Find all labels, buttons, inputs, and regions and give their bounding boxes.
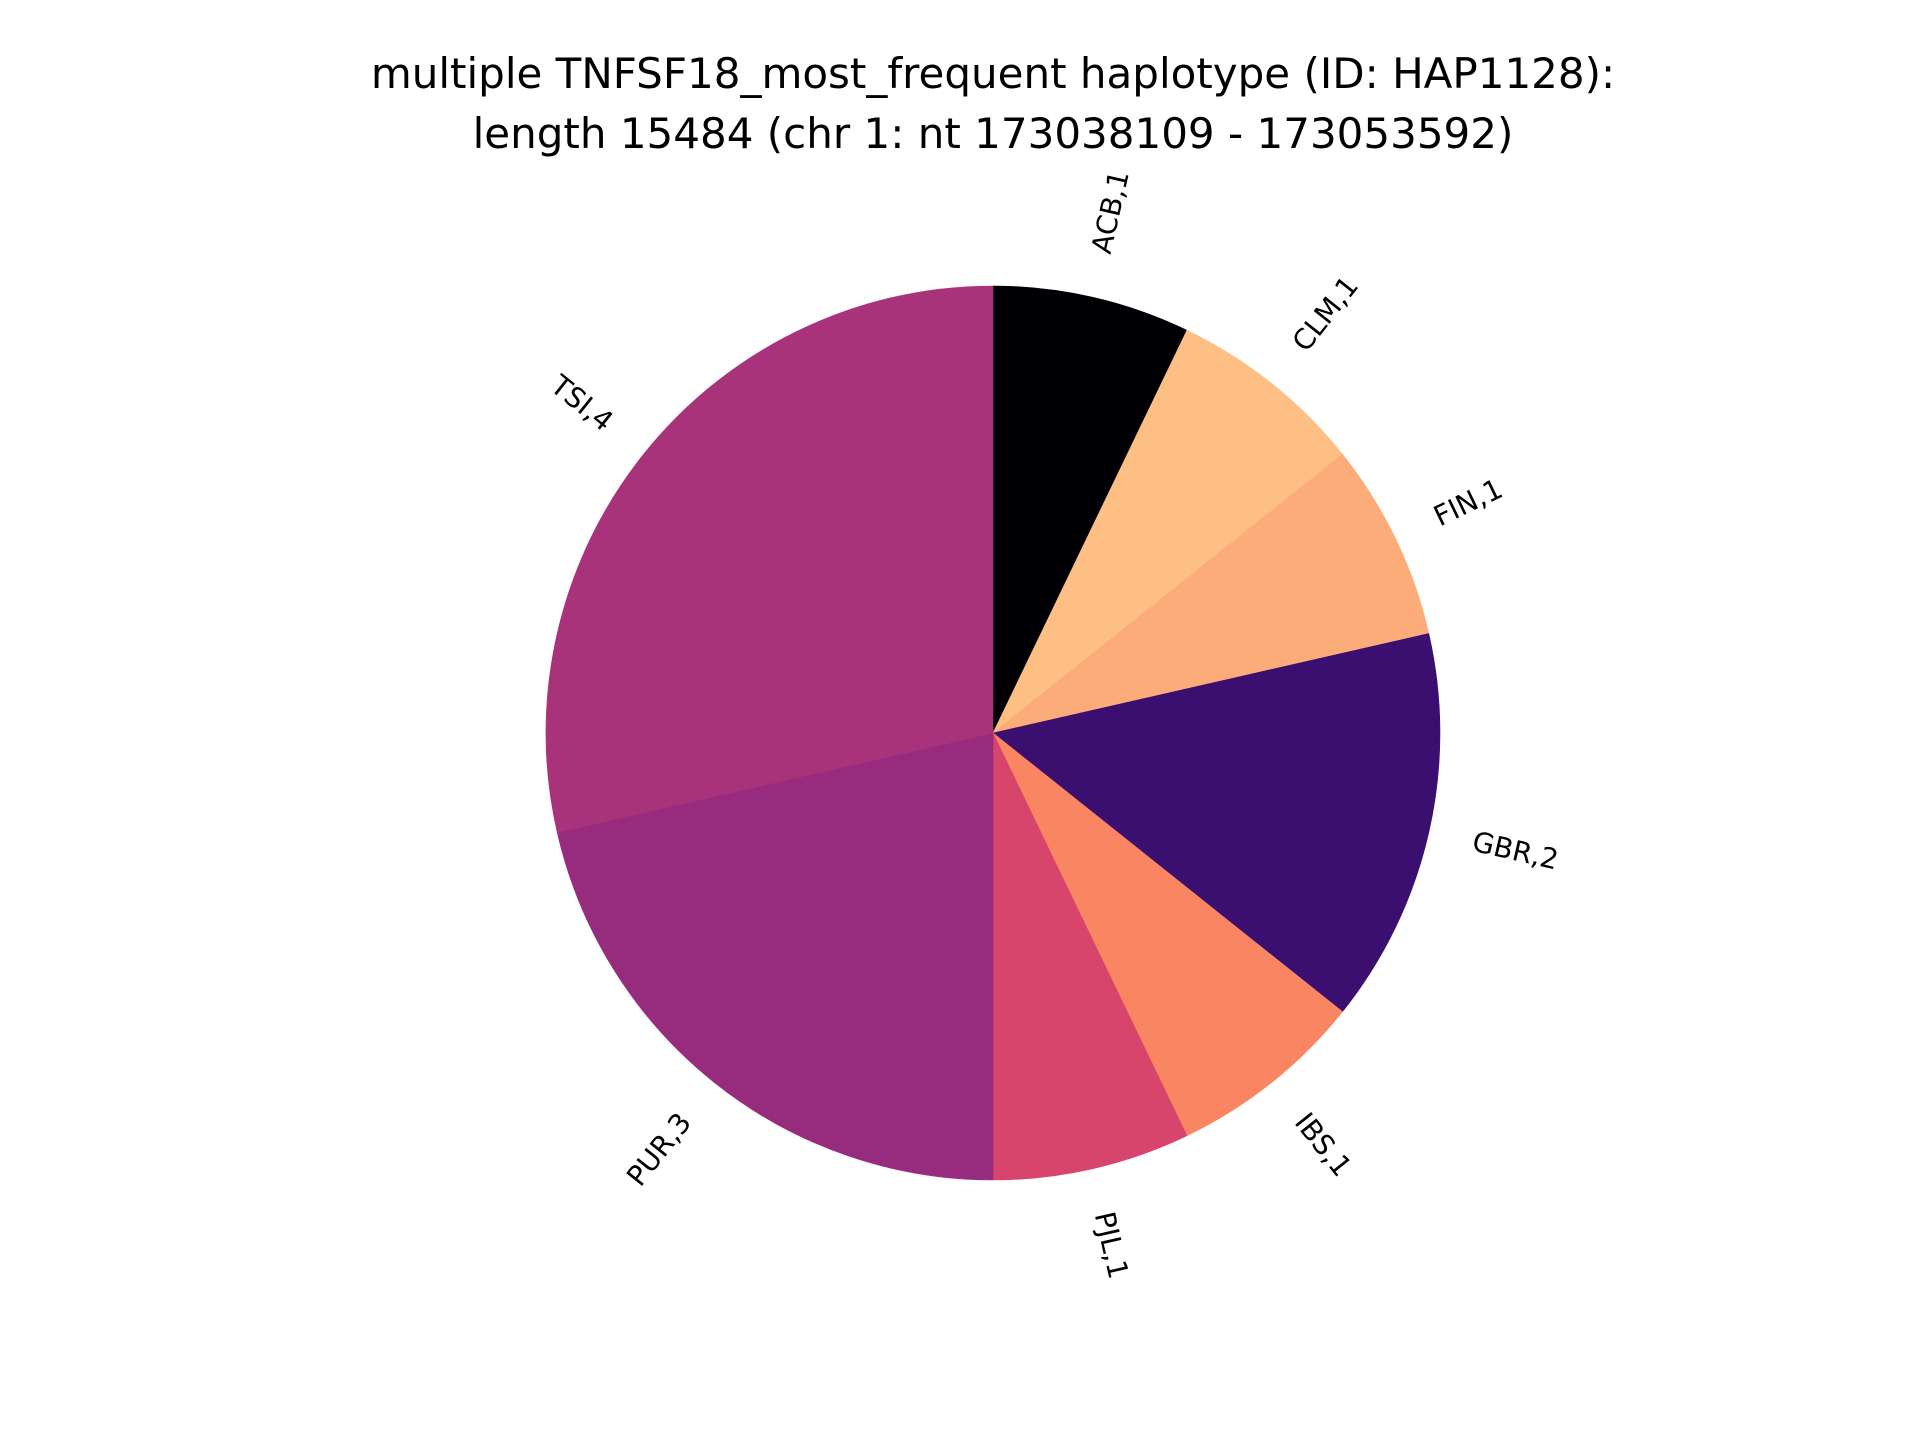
pie-slice-clm [992,329,1343,734]
chart-title-line-1: multiple TNFSF18_most_frequent haplotype… [371,49,1615,98]
pie-slices [545,285,1441,1181]
pie-slice-pur [556,732,994,1181]
pie-slice-fin [992,453,1430,734]
chart-title-line-2: length 15484 (chr 1: nt 173038109 - 1730… [473,109,1514,158]
pie-slice-gbr [992,633,1441,1013]
pie-slice-acb [992,285,1188,734]
pie-slice-tsi [545,285,994,833]
pie-slice-pjl [992,732,1188,1181]
pie-slice-ibs [992,732,1343,1137]
